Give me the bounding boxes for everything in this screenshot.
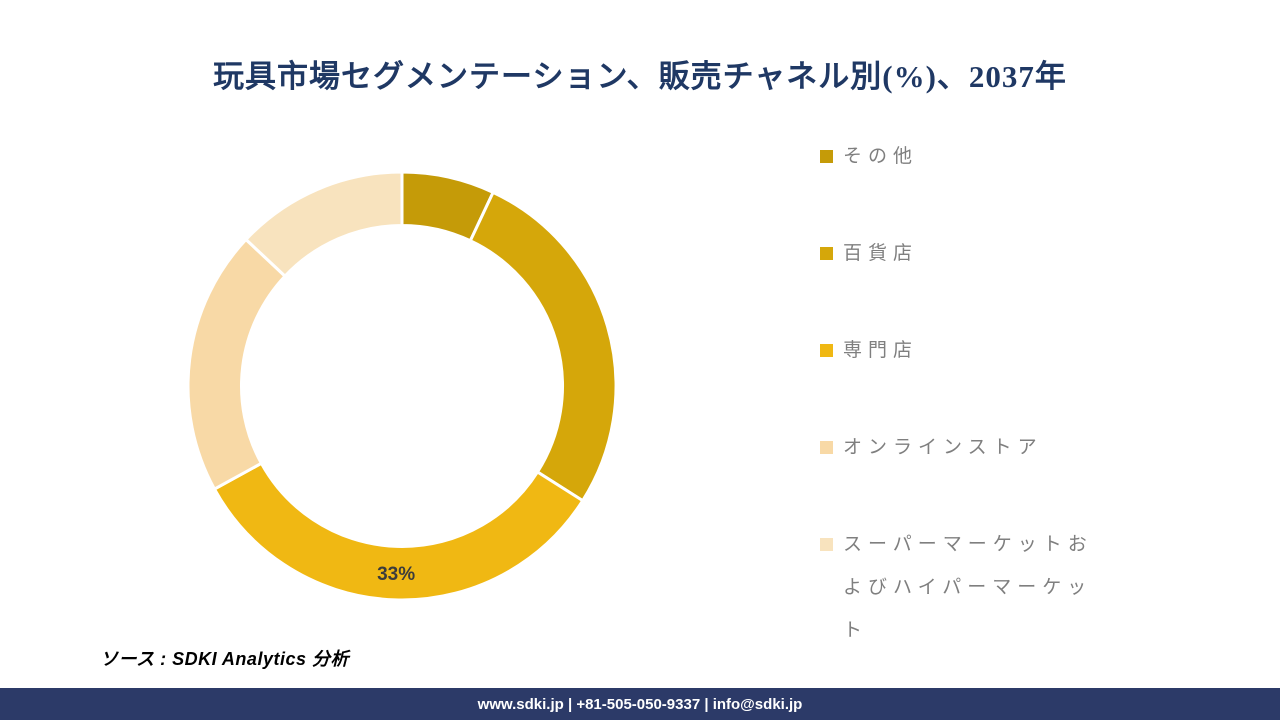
legend-label: その他: [843, 146, 919, 167]
footer-bar: www.sdki.jp | +81-505-050-9337 | info@sd…: [0, 688, 1280, 720]
legend-label: スーパーマーケットおよびハイパーマーケット: [843, 534, 1093, 641]
legend-label: オンラインストア: [843, 437, 1043, 458]
donut-chart: 33%: [186, 170, 618, 602]
legend-label: 専門店: [843, 340, 919, 361]
footer-contact-text: www.sdki.jp | +81-505-050-9337 | info@sd…: [477, 695, 803, 713]
segment-data-label: 33%: [377, 564, 415, 585]
donut-segment-5: [243, 170, 404, 279]
legend-item-4: オンラインストア: [820, 426, 1130, 469]
legend-swatch-icon: [820, 441, 833, 454]
donut-segment-2: [468, 190, 618, 503]
chart-legend: その他百貨店専門店オンラインストアスーパーマーケットおよびハイパーマーケット: [820, 135, 1130, 706]
donut-segment-4: [186, 237, 288, 492]
legend-item-2: 百貨店: [820, 232, 1130, 275]
legend-item-1: その他: [820, 135, 1130, 178]
legend-item-3: 専門店: [820, 329, 1130, 372]
legend-swatch-icon: [820, 538, 833, 551]
legend-swatch-icon: [820, 344, 833, 357]
legend-label: 百貨店: [843, 243, 919, 264]
legend-swatch-icon: [820, 247, 833, 260]
source-note: ソース : SDKI Analytics 分析: [100, 649, 349, 669]
legend-swatch-icon: [820, 150, 833, 163]
legend-item-5: スーパーマーケットおよびハイパーマーケット: [820, 523, 1130, 652]
donut-segment-3: [212, 461, 585, 602]
chart-title: 玩具市場セグメンテーション、販売チャネル別(%)、2037年: [213, 58, 1067, 94]
